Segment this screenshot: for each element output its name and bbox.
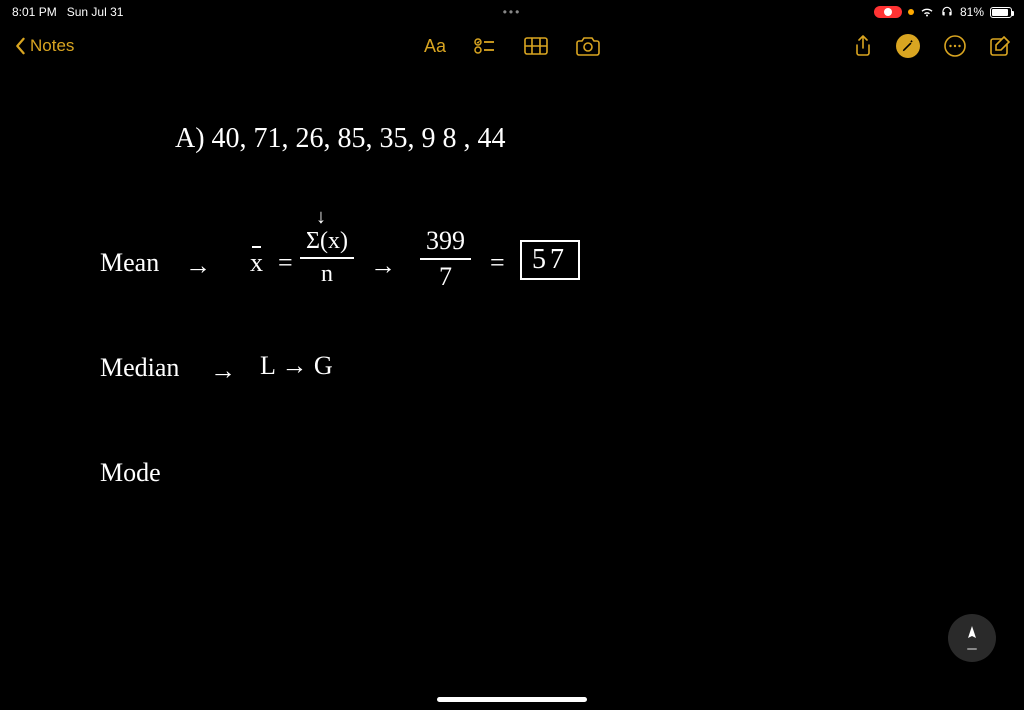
mean-value-numerator: 399 <box>420 226 471 260</box>
checklist-button[interactable] <box>474 37 496 55</box>
median-note: L → G <box>260 351 333 381</box>
status-time: 8:01 PM <box>12 5 57 19</box>
equals-sign: = <box>278 248 293 278</box>
arrow-icon: → <box>185 250 211 281</box>
share-button[interactable] <box>854 35 872 57</box>
more-button[interactable] <box>944 35 966 57</box>
arrow-icon: → <box>370 250 396 281</box>
mean-label: Mean <box>100 248 159 278</box>
record-icon <box>884 8 892 16</box>
screen-recording-indicator[interactable] <box>874 6 902 18</box>
mean-result-box: 57 <box>520 240 580 280</box>
markup-button[interactable] <box>896 34 920 58</box>
chevron-left-icon <box>14 37 26 55</box>
mean-formula-denominator: n <box>315 259 339 288</box>
note-toolbar: Notes Aa <box>0 24 1024 68</box>
back-label: Notes <box>30 36 74 56</box>
battery-percent: 81% <box>960 5 984 19</box>
multitask-dots[interactable]: ••• <box>503 5 522 19</box>
status-date: Sun Jul 31 <box>67 5 124 19</box>
median-label: Median <box>100 353 179 383</box>
new-note-button[interactable] <box>990 36 1010 56</box>
arrow-icon: → <box>210 355 236 386</box>
back-button[interactable]: Notes <box>14 36 74 56</box>
pen-tool-fab[interactable] <box>948 614 996 662</box>
headphones-icon <box>940 5 954 19</box>
wifi-icon <box>920 6 934 18</box>
home-indicator[interactable] <box>437 697 587 702</box>
down-arrow-icon: ↓ <box>316 206 326 229</box>
mode-label: Mode <box>100 458 161 488</box>
status-bar: 8:01 PM Sun Jul 31 ••• 81% <box>0 0 1024 24</box>
pen-tip-icon <box>963 624 981 652</box>
pencil-icon <box>901 39 915 53</box>
status-left: 8:01 PM Sun Jul 31 <box>12 5 123 19</box>
mean-value-denominator: 7 <box>433 260 458 292</box>
camera-button[interactable] <box>576 36 600 56</box>
note-canvas[interactable]: A) 40, 71, 26, 85, 35, 9 8 , 44 Mean → x… <box>0 68 1024 710</box>
mean-value-fraction: 399 7 <box>420 226 471 292</box>
mean-formula-fraction: Σ(x) n <box>300 228 354 288</box>
center-tool-group: Aa <box>424 24 600 68</box>
data-list-line: A) 40, 71, 26, 85, 35, 9 8 , 44 <box>175 123 506 155</box>
mic-in-use-dot <box>908 9 914 15</box>
text-style-button[interactable]: Aa <box>424 36 446 57</box>
equals-sign: = <box>490 248 505 278</box>
battery-icon <box>990 7 1012 18</box>
mean-formula-numerator: Σ(x) <box>300 228 354 259</box>
right-tool-group <box>854 24 1010 68</box>
table-button[interactable] <box>524 37 548 55</box>
status-right: 81% <box>874 5 1012 19</box>
x-bar-symbol: x <box>250 248 263 278</box>
